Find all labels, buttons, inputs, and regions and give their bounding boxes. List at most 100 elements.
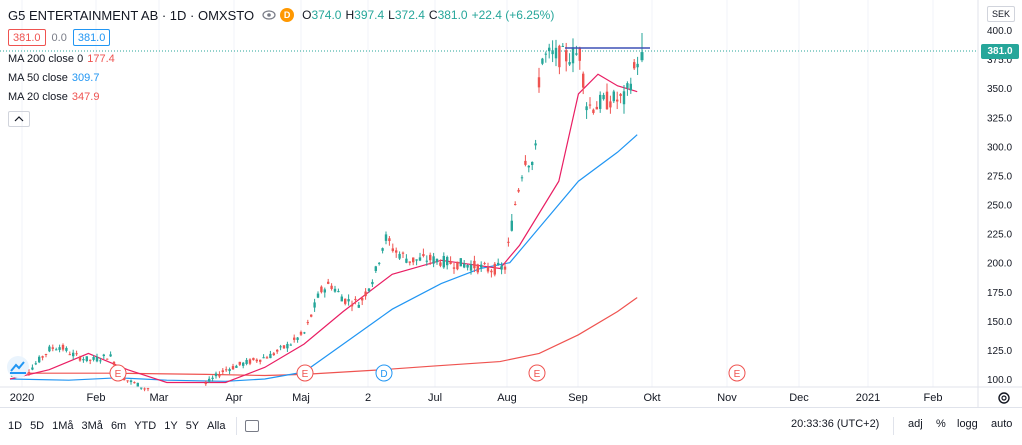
candle-body — [102, 354, 105, 357]
candle-body — [85, 356, 88, 361]
percent-toggle[interactable]: % — [936, 418, 946, 430]
candle-body — [554, 47, 558, 59]
candle-body — [296, 337, 299, 340]
tf-5y[interactable]: 5Y — [185, 419, 200, 432]
candle-body — [316, 293, 320, 298]
tf-all[interactable]: Alla — [207, 419, 226, 432]
candle-body — [435, 258, 439, 263]
candle-body — [364, 291, 367, 297]
candle-body — [585, 106, 588, 111]
currency-button[interactable]: SEK — [987, 6, 1015, 22]
candle-body — [473, 260, 476, 269]
candle-body — [225, 369, 228, 371]
candle-body — [565, 50, 568, 62]
candle-body — [507, 241, 510, 243]
adj-toggle[interactable]: adj — [908, 418, 923, 430]
time-tick-label: Mar — [150, 392, 169, 404]
tf-5d[interactable]: 5D — [30, 419, 45, 432]
candle-body — [55, 349, 58, 351]
price-chart[interactable]: E E D E E 400.0 375.0 350.0 325.0 300.0 275.0 250.… — [0, 0, 1022, 407]
candle-body — [391, 248, 394, 252]
candle-body — [218, 374, 221, 377]
time-tick-label: 2021 — [856, 392, 880, 404]
delay-badge[interactable]: D — [280, 8, 295, 22]
tf-3m[interactable]: 3Må — [81, 419, 103, 432]
candle-body — [238, 361, 241, 365]
bid-box[interactable]: 381.0 — [8, 29, 46, 46]
tf-6m[interactable]: 6m — [110, 419, 127, 432]
tf-1y[interactable]: 1Y — [164, 419, 178, 432]
candle-body — [398, 253, 401, 259]
change-value: +22.4 (+6.25%) — [471, 8, 555, 22]
candle-body — [89, 359, 92, 361]
indicator-value: 309.7 — [71, 72, 100, 84]
logo-icon[interactable] — [7, 356, 29, 378]
auto-toggle[interactable]: auto — [991, 418, 1013, 430]
candle-body — [588, 104, 592, 106]
candle-body — [214, 373, 218, 377]
candle-body — [367, 288, 371, 292]
tf-1m[interactable]: 1Må — [52, 419, 74, 432]
candle-body — [252, 357, 255, 361]
candle-body — [514, 204, 517, 206]
time-tick-label: Okt — [643, 392, 660, 404]
candle-body — [272, 353, 275, 356]
settings-icon[interactable] — [996, 390, 1012, 406]
collapse-legend-button[interactable] — [8, 111, 30, 127]
gridlines — [21, 0, 934, 387]
candle-body — [500, 265, 503, 270]
time-tick-label: 2 — [365, 392, 371, 404]
candle-body — [276, 349, 279, 352]
candle-body — [578, 48, 581, 61]
quote-row: 381.0 0.0 381.0 — [8, 29, 111, 46]
eye-icon[interactable] — [262, 9, 276, 21]
divider — [893, 417, 894, 435]
candle-body — [95, 356, 99, 362]
price-tick-label: 275.0 — [987, 171, 1012, 182]
event-marker-label: E — [115, 369, 122, 380]
candle-body — [616, 99, 619, 102]
candle-body — [265, 357, 269, 359]
candle-body — [303, 332, 306, 334]
indicator-ma200[interactable]: MA 200 close 0 177.4 — [8, 53, 115, 65]
candle-body — [255, 359, 258, 362]
candle-body — [78, 356, 82, 361]
event-marker[interactable] — [375, 364, 393, 382]
clock-time[interactable]: 20:33:36 (UTC+2) — [791, 418, 880, 430]
candle-body — [344, 298, 347, 304]
candle-body — [381, 248, 384, 251]
candle-body — [602, 94, 605, 100]
price-tick-label: 350.0 — [987, 84, 1012, 95]
indicator-ma20[interactable]: MA 20 close 347.9 — [8, 91, 99, 103]
candle-body — [503, 266, 507, 270]
event-marker[interactable] — [528, 364, 546, 382]
tf-ytd[interactable]: YTD — [134, 419, 157, 432]
ma200-path — [10, 297, 638, 377]
event-marker[interactable] — [296, 364, 314, 382]
event-marker[interactable] — [109, 364, 127, 382]
candle-body — [31, 367, 34, 370]
indicator-ma50[interactable]: MA 50 close 309.7 — [8, 72, 99, 84]
candle-body — [374, 266, 377, 272]
low-value: 372.4 — [394, 8, 425, 22]
candle-body — [469, 264, 473, 271]
ask-box[interactable]: 381.0 — [72, 29, 111, 46]
tf-1d[interactable]: 1D — [8, 419, 23, 432]
ma20-path — [9, 73, 638, 384]
candle-body — [330, 285, 333, 289]
candle-body — [592, 109, 595, 113]
log-toggle[interactable]: logg — [957, 418, 978, 430]
calendar-icon[interactable] — [244, 419, 259, 432]
last-candle-body — [640, 52, 644, 61]
divider — [235, 416, 237, 435]
price-tick-label: 100.0 — [987, 375, 1012, 386]
candle-body — [27, 372, 31, 374]
candle-body — [211, 377, 214, 379]
candle-body — [34, 363, 37, 365]
symbol-title[interactable]: G5 ENTERTAINMENT AB · 1D · OMXSTO — [8, 7, 255, 23]
price-tick-label: 150.0 — [987, 317, 1012, 328]
bottom-toolbar: 1D 5D 1Må 3Må 6m YTD 1Y 5Y Alla 20:33:36… — [0, 407, 1022, 443]
event-marker[interactable] — [728, 364, 746, 382]
candle-body — [126, 380, 129, 382]
open-key: O — [302, 8, 312, 22]
